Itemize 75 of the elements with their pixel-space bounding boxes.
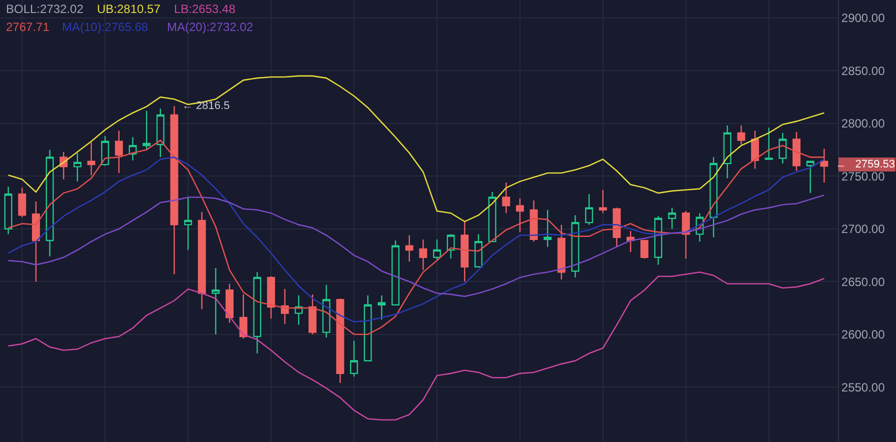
candlestick [460,220,469,282]
candlestick [114,130,123,174]
annotation: BOLL:2732.02 [6,2,84,16]
candlestick [280,288,289,324]
candlestick [571,214,580,278]
candlestick [212,267,220,335]
candlestick [598,189,607,214]
y-tick-label: 2850.00 [841,64,886,78]
candlestick [544,209,552,248]
candlestick [4,186,12,235]
text: LB:2653.48 [174,2,236,16]
candlestick [557,224,566,280]
text: UB:2810.57 [97,2,161,16]
candlestick [226,283,234,324]
candlestick [737,124,746,146]
candlestick [710,156,718,238]
line-series [8,75,825,222]
candlestick [792,131,800,172]
candlestick [32,200,40,282]
y-tick-label: 2900.00 [841,11,886,26]
candlestick [530,200,538,242]
candlestick [101,135,110,166]
candlestick [668,207,676,230]
candlestick [239,294,248,340]
candlestick [378,294,386,320]
candlestick [585,194,594,226]
candlestick [267,276,276,320]
y-tick-label: 2600.00 [841,328,886,342]
y-tick-label: 2700.00 [841,222,886,236]
candlestick [308,294,317,335]
line-series [8,194,825,298]
candlestick [419,238,428,271]
annotation: ← 2816.5 [182,100,230,112]
candlestick [350,340,358,378]
candlestick [806,160,814,194]
candlestick [253,272,262,354]
candlestick [392,240,400,306]
candlestick [87,142,96,176]
candlestick [198,211,206,310]
line-series [8,140,825,336]
text: 2767.71 [6,20,50,34]
candlestick [751,130,760,170]
candlestick [322,284,330,338]
text: MA(20):2732.02 [167,20,254,34]
candlestick [184,196,192,251]
candlestick [723,124,732,179]
candlestick [432,238,441,260]
text: 2759.53 [855,158,895,170]
candlestick [46,149,54,257]
candlestick [654,216,662,266]
candlestick [474,234,482,268]
line-series [8,272,825,420]
candlestick [778,132,787,164]
y-tick-label: 2550.00 [841,380,886,394]
candlestick [364,294,372,362]
candlestick [516,198,524,233]
candlestick [502,182,510,214]
candlestick [170,105,178,275]
candlestick [405,234,414,262]
y-tick-label: 2750.00 [841,169,886,184]
candlestick [488,191,496,242]
line-series [8,156,825,322]
candlestick [18,187,26,218]
candlestick [73,152,82,182]
candlestick [156,108,164,158]
candlestick [764,127,773,160]
candlestick [142,110,151,150]
y-tick-label: 2800.00 [841,116,886,131]
candlestick [640,240,648,260]
candlestick [336,298,344,384]
text: MA(10):2765.68 [62,20,148,34]
candlestick [294,294,303,326]
candlestick [820,148,828,184]
candlestick [446,234,455,260]
y-tick-label: 2650.00 [841,274,886,289]
